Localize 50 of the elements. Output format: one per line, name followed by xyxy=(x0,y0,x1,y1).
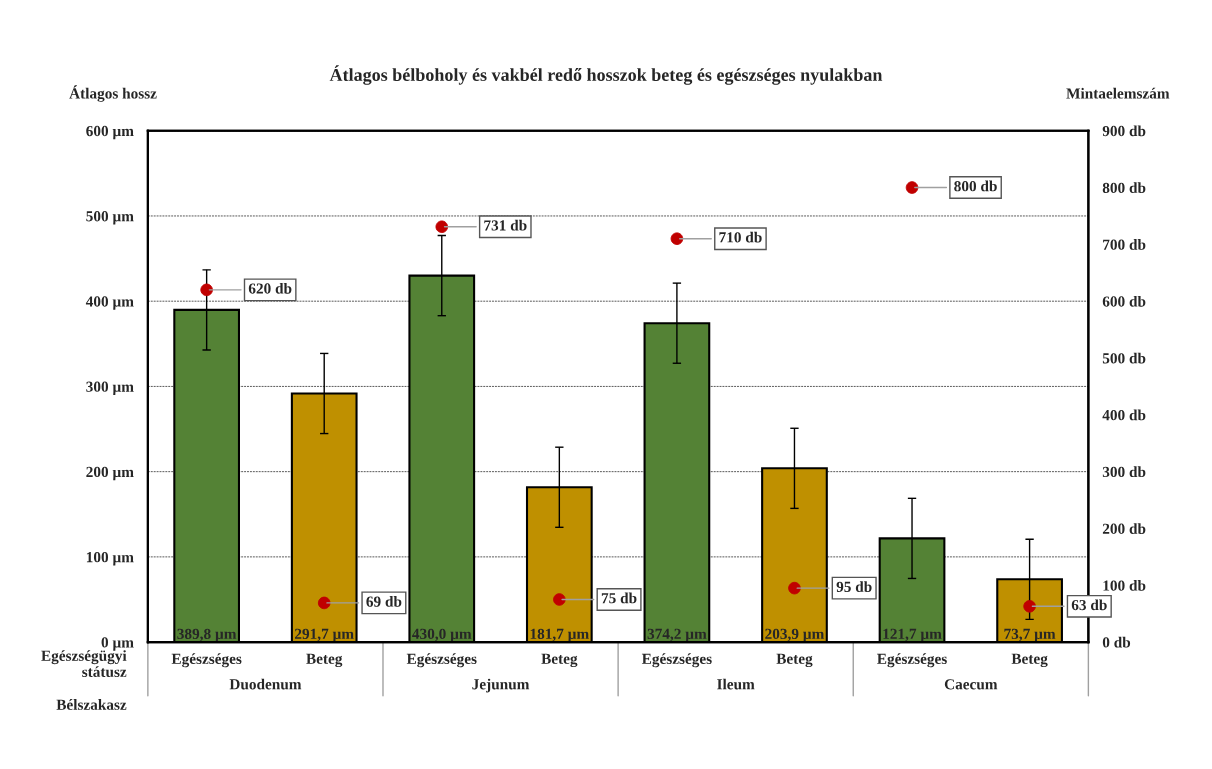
y-axis-title: Átlagos hossz xyxy=(69,85,157,102)
data-label: 620 db xyxy=(248,282,292,294)
x-tick-label: Beteg xyxy=(1011,653,1048,668)
y2-tick-label: 400 db xyxy=(1102,409,1146,421)
data-label: 181,7 µm xyxy=(530,628,589,643)
y-tick-label: 600 µm xyxy=(86,125,134,140)
text: Ileum xyxy=(717,678,755,690)
y2-tick-label: 900 db xyxy=(1102,125,1146,137)
data-label: 430,0 µm xyxy=(412,628,472,643)
y2-tick-label: 500 db xyxy=(1102,352,1146,364)
x-tick-label: Beteg xyxy=(776,653,813,668)
y-tick-label: 100 µm xyxy=(86,552,134,566)
data-label: 75 db xyxy=(601,592,637,604)
data-label: 389,8 µm xyxy=(177,628,237,643)
x-tick-label: Egészséges xyxy=(877,653,947,668)
x-tick-label: Beteg xyxy=(541,653,578,668)
data-label: 374,2 µm xyxy=(647,628,707,643)
y-tick-label: 0 µm xyxy=(101,637,134,651)
data-label: 731 db xyxy=(484,219,527,231)
y-tick-label: 300 µm xyxy=(86,381,134,395)
x-tick-label: Egészséges xyxy=(641,653,712,668)
chart-title: Átlagos bélboholy és vakbél redő hosszok beteg és egészséges nyulakban xyxy=(329,65,883,85)
x-tick-label: Egészséges xyxy=(406,653,477,668)
data-label: 710 db xyxy=(719,231,762,243)
y2-tick-label: 100 db xyxy=(1103,579,1146,591)
data-label: 73,7 µm xyxy=(1004,628,1056,643)
y2-tick-label: 600 db xyxy=(1102,295,1146,307)
x-tick-label: Egészséges xyxy=(171,653,242,668)
data-label: 121,7 µm xyxy=(883,628,942,643)
text: Jejunum xyxy=(472,678,530,693)
data-label: 800 db xyxy=(954,180,997,192)
data-label: 63 db xyxy=(1071,599,1107,611)
data-label: 69 db xyxy=(366,595,402,607)
y2-tick-label: 200 db xyxy=(1102,523,1146,534)
text: Duodenum xyxy=(229,678,302,690)
y2-tick-label: 800 db xyxy=(1102,182,1146,193)
text: Egészségügyi státusz xyxy=(41,650,127,678)
x-tick-label: Beteg xyxy=(306,653,343,668)
y-tick-label: 500 µm xyxy=(86,211,134,225)
data-label: 95 db xyxy=(836,581,872,592)
text: Bélszakasz xyxy=(56,699,127,710)
y2-axis-title: Mintaelemszám xyxy=(1066,87,1170,99)
y-tick-label: 400 µm xyxy=(85,296,134,310)
y-tick-label: 200 µm xyxy=(86,466,134,481)
data-label: 203,9 µm xyxy=(765,628,825,643)
y2-tick-label: 700 db xyxy=(1103,239,1146,250)
data-label: 291,7 µm xyxy=(294,628,354,643)
y2-tick-label: 300 db xyxy=(1102,466,1146,478)
text: Caecum xyxy=(944,679,998,690)
y2-tick-label: 0 db xyxy=(1102,636,1131,648)
